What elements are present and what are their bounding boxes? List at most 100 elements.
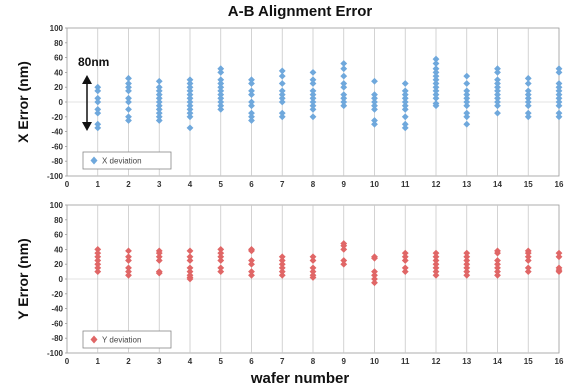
y-deviation-point xyxy=(248,271,255,279)
x-deviation-point xyxy=(371,120,378,128)
y-tick-label: 40 xyxy=(54,68,63,77)
y-deviation-point xyxy=(217,268,225,275)
x-tick-label: 6 xyxy=(249,357,254,366)
x-deviation-point xyxy=(155,87,163,95)
y-deviation-point xyxy=(371,279,378,287)
x-deviation-point xyxy=(432,60,440,67)
x-tick-label: 9 xyxy=(342,357,347,366)
x-deviation-point xyxy=(217,106,225,113)
x-tick-label: 15 xyxy=(524,180,533,189)
x-deviation-point xyxy=(309,80,317,87)
x-tick-label: 0 xyxy=(65,357,70,366)
y-deviation-point xyxy=(217,257,225,264)
y-deviation-point xyxy=(278,257,286,264)
x-tick-label: 1 xyxy=(96,357,101,366)
y-deviation-point xyxy=(217,253,225,261)
y-deviation-point xyxy=(463,260,471,268)
x-deviation-point xyxy=(401,113,409,121)
y-y-tick-labels: 100 80 60 40 20 0 -20 -40 -60 -80 -100 xyxy=(47,201,67,358)
x-legend-box xyxy=(82,151,172,170)
y-deviation-point xyxy=(125,253,132,261)
x-deviation-point xyxy=(555,91,563,98)
x-deviation-point xyxy=(309,98,317,106)
y-tick-label: -80 xyxy=(51,334,63,343)
x-deviation-point xyxy=(432,87,440,95)
x-legend-marker xyxy=(90,156,98,165)
chart-title: A-B Alignment Error xyxy=(228,3,373,20)
x-deviation-point xyxy=(248,98,255,106)
x-deviation-point xyxy=(340,98,348,106)
y-deviation-point xyxy=(463,249,471,257)
x-deviation-point xyxy=(371,98,378,106)
y-tick-label: 20 xyxy=(54,83,63,92)
x-deviation-point xyxy=(494,69,501,76)
y-deviation-point xyxy=(186,268,194,275)
x-deviation-point xyxy=(494,102,501,110)
x-deviation-point xyxy=(186,76,194,84)
y-tick-label: 100 xyxy=(50,24,64,33)
x-deviation-point xyxy=(125,74,132,82)
y-deviation-point xyxy=(186,257,194,264)
x-deviation-point xyxy=(94,83,102,91)
y-deviation-point xyxy=(309,257,317,264)
y-deviation-point xyxy=(278,271,286,279)
x-deviation-point xyxy=(278,98,286,106)
y-x-tick-labels: 0 1 2 3 4 5 6 7 8 9 10 11 12 13 14 15 16 xyxy=(65,357,564,366)
y-deviation-point xyxy=(371,275,378,283)
x-deviation-point xyxy=(94,98,102,106)
x-deviation-point xyxy=(494,76,501,84)
x-deviation-point xyxy=(555,113,563,121)
x-deviation-point xyxy=(371,94,378,102)
y-deviation-point xyxy=(186,253,194,261)
x-deviation-point xyxy=(401,87,409,95)
y-deviation-point xyxy=(94,257,102,264)
y-deviation-point xyxy=(432,268,440,275)
x-deviation-point xyxy=(371,102,378,110)
x-deviation-point xyxy=(248,76,255,84)
y-deviation-point xyxy=(494,268,501,275)
x-deviation-point xyxy=(186,87,194,95)
x-deviation-point xyxy=(155,98,163,106)
y-deviation-point xyxy=(371,271,378,279)
y-deviation-point xyxy=(401,257,409,264)
x-deviation-point xyxy=(94,106,102,113)
y-deviation-point xyxy=(432,253,440,261)
x-deviation-point xyxy=(309,87,317,95)
y-deviation-point xyxy=(401,264,409,272)
x-deviation-point xyxy=(278,67,286,75)
y-deviation-point xyxy=(494,271,501,279)
y-deviation-point xyxy=(371,268,378,275)
eighty-nm-label: 80nm xyxy=(78,55,109,69)
x-deviation-point xyxy=(217,83,225,91)
x-deviation-point xyxy=(155,117,163,124)
x-deviation-point xyxy=(186,98,194,106)
x-deviation-point xyxy=(463,72,471,80)
arrow-down-head-icon xyxy=(82,122,92,131)
x-deviation-point xyxy=(463,91,471,98)
x-deviation-point xyxy=(555,80,563,87)
y-deviation-point xyxy=(494,257,501,264)
x-tick-label: 5 xyxy=(219,357,224,366)
x-tick-label: 3 xyxy=(157,357,162,366)
x-deviation-point xyxy=(309,76,317,84)
y-deviation-point xyxy=(248,247,255,255)
y-deviation-point xyxy=(432,264,440,272)
x-deviation-point xyxy=(555,94,563,102)
x-deviation-point xyxy=(463,98,471,106)
x-deviation-point xyxy=(186,113,194,121)
x-tick-label: 1 xyxy=(96,180,101,189)
y-deviation-point xyxy=(494,264,501,272)
y-tick-label: -20 xyxy=(51,113,63,122)
y-deviation-point xyxy=(94,249,102,257)
y-tick-label: -100 xyxy=(47,172,64,181)
x-deviation-point xyxy=(432,83,440,91)
x-deviation-point xyxy=(432,65,440,73)
x-tick-label: 2 xyxy=(126,357,131,366)
x-deviation-point xyxy=(494,98,501,106)
x-tick-label: 8 xyxy=(311,357,316,366)
y-deviation-point xyxy=(125,268,132,275)
y-tick-label: -60 xyxy=(51,142,63,151)
x-deviation-point xyxy=(401,98,409,106)
x-deviation-point xyxy=(524,113,532,121)
x-deviation-point xyxy=(555,83,563,91)
